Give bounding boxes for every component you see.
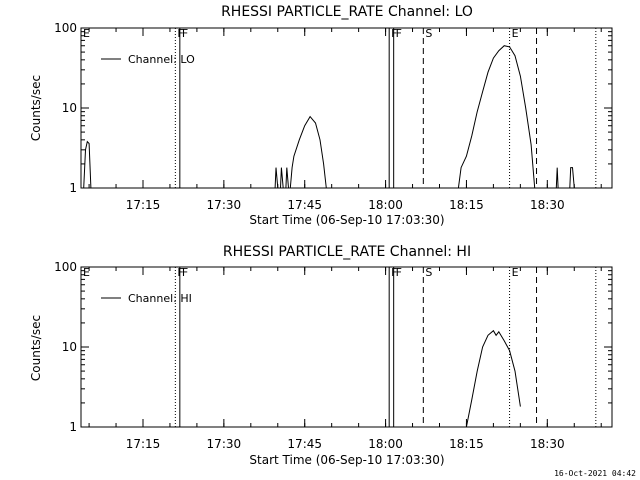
panel-hi: RHESSI PARTICLE_RATE Channel: HI Counts/… <box>29 244 613 467</box>
x-tick-label: 17:45 <box>287 437 322 451</box>
event-marker-label: F <box>177 266 183 279</box>
series-line <box>569 167 575 189</box>
event-marker-label: F <box>391 27 397 40</box>
event-marker-label: E <box>512 27 519 40</box>
event-marker-label: F <box>396 266 402 279</box>
legend-label: Channel: HI <box>128 292 192 305</box>
x-tick-label: 17:30 <box>207 198 242 212</box>
x-tick-label: 18:00 <box>368 198 403 212</box>
panel-lo: RHESSI PARTICLE_RATE Channel: LO Counts/… <box>29 4 613 227</box>
x-tick-label: 18:15 <box>449 198 484 212</box>
y-axis-label: Counts/sec <box>29 75 43 141</box>
event-marker-label: F <box>391 266 397 279</box>
series-line <box>555 167 559 189</box>
x-tick-label: 17:15 <box>126 198 161 212</box>
y-tick-label: 100 <box>54 21 77 35</box>
x-tick-label: 18:30 <box>530 437 565 451</box>
x-axis-label: Start Time (06-Sep-10 17:03:30) <box>249 453 444 467</box>
series-line <box>280 167 284 189</box>
event-marker-label: E <box>83 266 90 279</box>
series-line <box>83 140 92 189</box>
legend-label: Channel: LO <box>128 53 195 66</box>
chart-title: RHESSI PARTICLE_RATE Channel: LO <box>221 4 473 20</box>
event-marker-label: F <box>182 27 188 40</box>
series-line <box>285 167 289 189</box>
event-marker-label: F <box>396 27 402 40</box>
footer-timestamp: 16-Oct-2021 04:42 <box>554 469 636 478</box>
event-marker-label: F <box>182 266 188 279</box>
event-marker-label: F <box>177 27 183 40</box>
event-marker-label: S <box>425 27 432 40</box>
y-tick-label: 10 <box>62 101 77 115</box>
x-tick-label: 18:00 <box>368 437 403 451</box>
y-tick-label: 100 <box>54 260 77 274</box>
x-tick-label: 17:15 <box>126 437 161 451</box>
x-tick-label: 18:15 <box>449 437 484 451</box>
x-tick-label: 17:30 <box>207 437 242 451</box>
x-axis-label: Start Time (06-Sep-10 17:03:30) <box>249 213 444 227</box>
chart-title: RHESSI PARTICLE_RATE Channel: HI <box>223 244 471 260</box>
event-marker-label: E <box>83 27 90 40</box>
series-line <box>289 115 327 189</box>
y-axis-label: Counts/sec <box>29 315 43 381</box>
y-tick-label: 1 <box>69 420 77 434</box>
y-tick-label: 10 <box>62 340 77 354</box>
plot-frame <box>80 266 613 428</box>
series-line <box>465 329 521 428</box>
series-line <box>274 167 279 189</box>
x-tick-label: 17:45 <box>287 198 322 212</box>
series-line <box>457 45 536 189</box>
x-tick-label: 18:30 <box>530 198 565 212</box>
event-marker-label: S <box>425 266 432 279</box>
event-marker-label: E <box>512 266 519 279</box>
y-tick-label: 1 <box>69 181 77 195</box>
